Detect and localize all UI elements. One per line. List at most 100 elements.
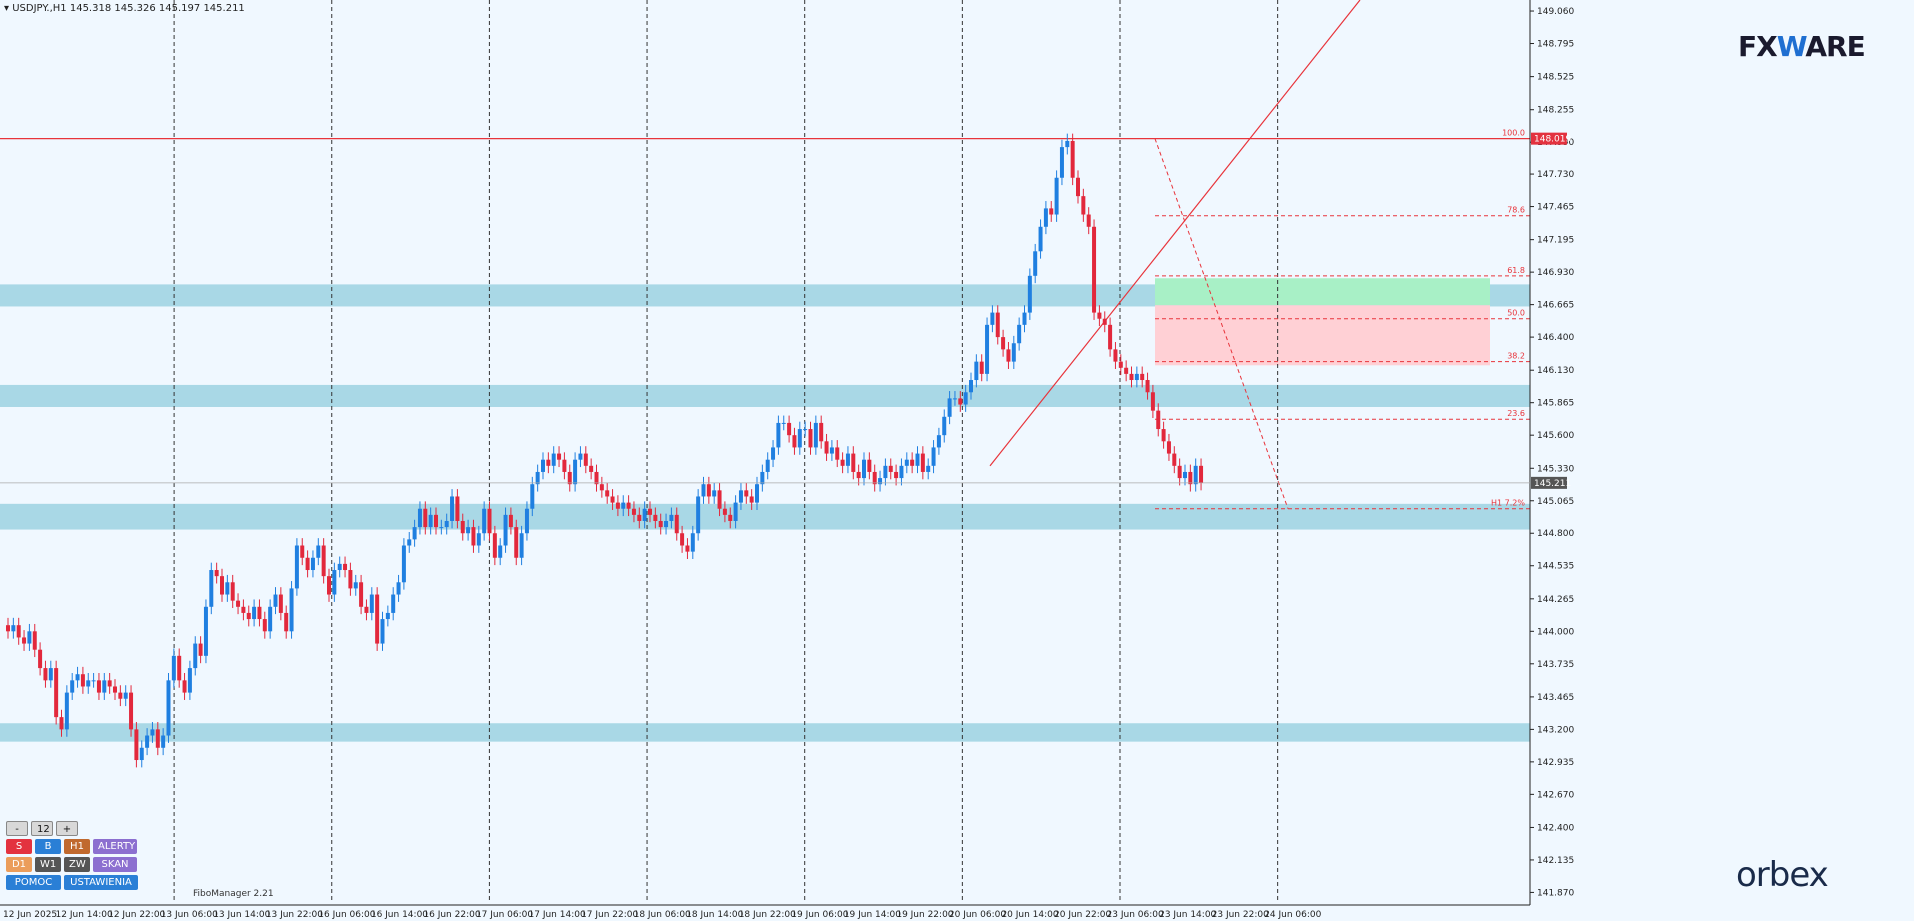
candle-body	[327, 576, 331, 595]
candle-body	[610, 496, 615, 503]
candle-body	[583, 453, 588, 466]
high-price-tag-label: 148.019	[1534, 135, 1571, 145]
y-tick-label: 148.255	[1537, 106, 1574, 116]
y-tick-label: 144.535	[1537, 562, 1574, 572]
candle-body	[535, 471, 540, 485]
candle-body	[915, 453, 920, 466]
candle-body	[129, 692, 134, 730]
candle-body	[75, 674, 80, 681]
candle-body	[594, 471, 599, 485]
candle-body	[1113, 349, 1118, 362]
candle-body	[32, 631, 37, 650]
candle-body	[86, 680, 91, 687]
timeframe-d1-button[interactable]: D1	[6, 857, 32, 872]
x-tick-label: 16 Jun 06:00	[318, 910, 375, 920]
candle-body	[182, 680, 187, 693]
candle-body	[482, 508, 487, 534]
candle-body	[1129, 373, 1134, 381]
candle-body	[979, 361, 984, 374]
candle-body	[787, 422, 792, 436]
candle-body	[653, 514, 658, 521]
candle-body	[963, 392, 968, 405]
candle-body	[631, 508, 636, 515]
y-tick-label: 149.060	[1537, 7, 1574, 17]
candle-body	[455, 496, 460, 521]
candle-body	[621, 502, 626, 509]
candle-body	[524, 508, 529, 534]
candle-body	[557, 453, 562, 460]
candle-body	[1177, 465, 1182, 479]
sr-zone	[0, 384, 1530, 407]
candle-body	[862, 459, 866, 479]
candle-body	[1188, 471, 1193, 485]
candle-body	[573, 459, 578, 485]
candle-body	[626, 502, 631, 509]
zw-button[interactable]: ZW	[64, 857, 90, 872]
candle-body	[289, 588, 294, 632]
settings-button[interactable]: USTAWIENIA	[64, 875, 138, 890]
dropdown-triangle-icon[interactable]: ▾	[4, 3, 10, 14]
candle-body	[615, 502, 620, 509]
candle-body	[198, 643, 203, 656]
candle-body	[209, 570, 214, 607]
scan-button[interactable]: SKAN	[93, 857, 137, 872]
timeframe-w1-button[interactable]: W1	[35, 857, 61, 872]
candle-body	[1102, 318, 1107, 325]
candle-body	[466, 527, 471, 534]
candle-body	[257, 606, 262, 620]
candle-body	[990, 312, 995, 325]
candle-body	[1070, 140, 1075, 178]
candle-body	[471, 527, 476, 546]
sell-button[interactable]: S	[6, 839, 32, 854]
candle-body	[310, 557, 315, 571]
candle-body	[6, 625, 10, 632]
candle-body	[1076, 177, 1080, 197]
fib-level-label: H1 7.2%	[1491, 499, 1525, 508]
candle-body	[1006, 349, 1011, 362]
candle-body	[808, 429, 813, 448]
candle-body	[926, 465, 931, 472]
candle-body	[546, 459, 551, 466]
candle-body	[353, 582, 358, 589]
candle-body	[519, 533, 524, 558]
candle-body	[284, 612, 289, 632]
candle-body	[487, 508, 492, 534]
x-tick-label: 24 Jun 06:00	[1264, 910, 1321, 920]
candle-body	[514, 527, 519, 558]
candle-body	[674, 514, 679, 534]
trend-line	[989, 0, 1361, 467]
control-panel: - 12 + S B H1 ALERTY D1 W1 ZW SKAN POMOC…	[6, 821, 138, 893]
candle-body	[760, 471, 765, 485]
candle-body	[824, 441, 829, 454]
decrease-button[interactable]: -	[6, 821, 28, 836]
candle-body	[1140, 373, 1145, 381]
value-field[interactable]: 12	[31, 821, 53, 836]
timeframe-h1-button[interactable]: H1	[64, 839, 90, 854]
alerts-button[interactable]: ALERTY	[93, 839, 137, 854]
buy-button[interactable]: B	[35, 839, 61, 854]
candle-body	[797, 429, 802, 448]
x-tick-label: 23 Jun 06:00	[1107, 910, 1164, 920]
orbex-logo: orbex	[1736, 855, 1829, 895]
increase-button[interactable]: +	[56, 821, 78, 836]
y-tick-label: 143.465	[1537, 693, 1574, 703]
candle-body	[187, 668, 192, 693]
y-tick-label: 142.935	[1537, 758, 1574, 768]
candle-body	[423, 508, 428, 528]
y-tick-label: 146.400	[1537, 333, 1574, 343]
candle-body	[781, 422, 786, 424]
candle-body	[252, 606, 257, 620]
help-button[interactable]: POMOC	[6, 875, 61, 890]
candle-body	[835, 447, 840, 460]
buy-zone	[1155, 278, 1490, 306]
current-price-tag	[1531, 476, 1567, 489]
x-tick-label: 20 Jun 06:00	[949, 910, 1006, 920]
candle-body	[16, 625, 21, 638]
candle-body	[1150, 392, 1155, 411]
candle-body	[498, 545, 503, 558]
candle-body	[1199, 465, 1204, 483]
candle-body	[931, 447, 936, 466]
y-tick-label: 146.130	[1537, 366, 1574, 376]
